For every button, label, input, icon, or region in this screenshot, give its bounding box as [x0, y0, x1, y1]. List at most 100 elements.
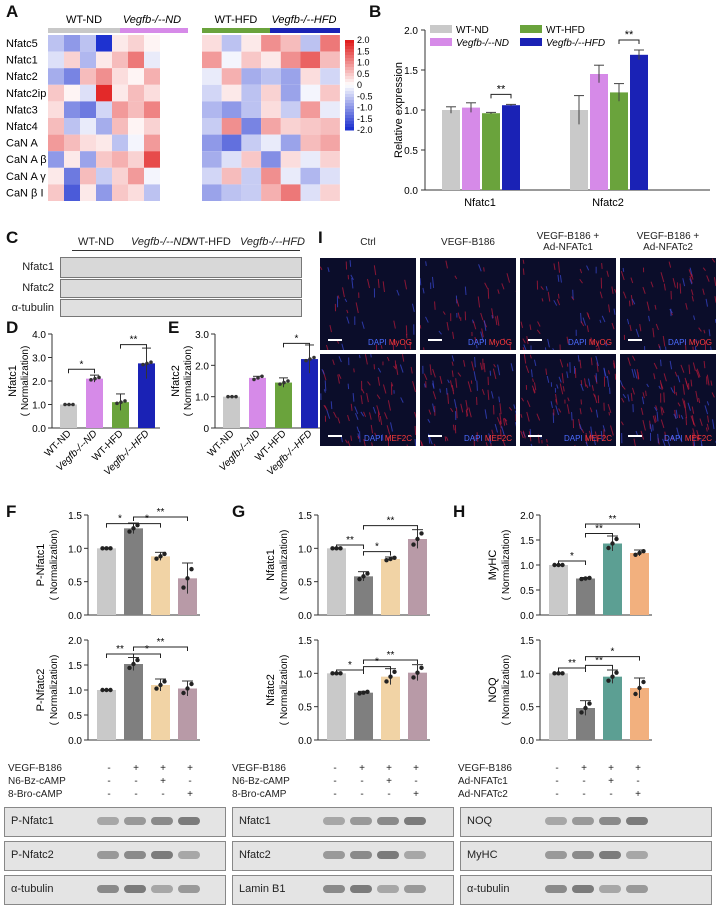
heat-cell	[300, 68, 321, 85]
data-point	[104, 687, 109, 693]
y-tick-label: 0.0	[520, 736, 534, 747]
heat-cell	[128, 118, 144, 135]
heat-cell	[202, 35, 222, 52]
heat-cell	[261, 151, 281, 168]
blot-label: α-tubulin	[11, 883, 54, 895]
treatment-f: VEGF-B186 - + + + N6-Bz-cAMP - - + - 8-Bro-cAMP - - -…	[0, 763, 230, 913]
heat-cell	[64, 51, 80, 69]
colorbar-step	[345, 103, 354, 107]
data-point	[587, 701, 592, 706]
treatment-label: 8-Bro-cAMP	[8, 789, 63, 800]
blot-lane	[124, 885, 146, 893]
sig-bracket	[558, 560, 586, 565]
y-tick-label: 1.0	[404, 106, 418, 117]
bar	[549, 565, 568, 615]
data-point	[384, 679, 389, 684]
group-bar-wt-hfd	[202, 28, 270, 33]
blot-band: MyHC	[460, 841, 712, 871]
heat-cell	[221, 118, 242, 135]
legend-label: WT-ND	[456, 25, 489, 36]
bar	[354, 692, 373, 740]
bar	[223, 396, 240, 428]
heat-cell	[48, 167, 64, 185]
y-axis-label: Relative expression	[393, 62, 405, 158]
blot-lane	[599, 851, 621, 859]
colorbar-tick: 1.5	[357, 46, 370, 56]
stain-label: DAPI MEF2C	[663, 434, 712, 443]
heatmap-left	[48, 35, 160, 201]
sig-bracket	[363, 666, 391, 671]
heat-cell	[241, 51, 262, 69]
y-tick-label: 3.0	[32, 354, 46, 365]
bar	[301, 359, 318, 428]
panel-label-e: E	[168, 318, 180, 337]
heat-cell	[280, 35, 301, 52]
treatment-mark: -	[360, 789, 364, 800]
data-point	[338, 671, 343, 676]
micro-col-label: VEGF-B186 + Ad-NFATc2	[636, 231, 700, 253]
micro-col-label: Ctrl	[360, 237, 376, 248]
colorbar-step	[345, 49, 354, 53]
blot-c-label: Nfatc1	[22, 261, 54, 273]
blot-c-group: Vegfb-/--ND	[131, 236, 190, 248]
heat-cell	[48, 35, 64, 52]
colorbar-step	[345, 100, 354, 104]
y-tick-label: 0.0	[298, 736, 312, 747]
y-axis-label: P-Nfatc1	[35, 544, 47, 587]
colorbar-step	[345, 97, 354, 101]
heat-cell	[221, 51, 242, 69]
y-tick-label: 1.0	[298, 544, 312, 555]
data-point	[579, 576, 584, 582]
heat-cell	[320, 84, 340, 102]
micrograph: DAPI MEF2C	[420, 354, 516, 446]
blot-label: NOQ	[467, 815, 493, 827]
treatment-label: N6-Bz-cAMP	[232, 776, 290, 787]
y-axis-label: ( Normalization)	[279, 655, 290, 726]
data-point	[415, 536, 420, 542]
treatment-mark: -	[134, 776, 138, 787]
data-point	[123, 399, 127, 403]
heat-row-label: CaN A γ	[6, 171, 46, 183]
heat-cell	[221, 134, 242, 152]
data-point	[583, 705, 588, 711]
data-point	[641, 549, 646, 554]
data-point	[158, 682, 163, 688]
data-point	[411, 675, 416, 680]
bar	[462, 107, 480, 190]
colorbar-tick: 0	[357, 80, 362, 90]
data-point	[560, 562, 565, 568]
treatment-mark: -	[387, 789, 391, 800]
heat-cell	[320, 51, 340, 69]
blot-c-label: α-tubulin	[11, 302, 54, 314]
legend-swatch	[430, 38, 452, 46]
heat-cell	[300, 118, 321, 135]
heat-cell	[261, 84, 281, 102]
colorbar-step	[345, 79, 354, 83]
blot-label: MyHC	[467, 849, 498, 861]
colorbar-step	[345, 94, 354, 98]
y-axis-label: ( Normalization)	[279, 530, 290, 601]
data-point	[158, 554, 163, 559]
heat-cell	[300, 51, 321, 69]
blot-band: α-tubulin	[4, 875, 226, 905]
data-point	[411, 542, 416, 547]
colorbar-step	[345, 46, 354, 50]
treatment-g: VEGF-B186 - + + + N6-Bz-cAMP - - + - 8-Bro-cAMP - - -…	[228, 763, 458, 913]
sig-bracket	[363, 525, 418, 530]
heat-cell	[300, 134, 321, 152]
treatment-mark: +	[386, 776, 392, 787]
bar	[249, 377, 266, 428]
colorbar-step	[345, 40, 354, 44]
colorbar-tick: -1.0	[357, 103, 373, 113]
data-point	[260, 374, 264, 379]
y-tick-label: 0.0	[32, 424, 46, 435]
data-point	[189, 681, 194, 687]
heat-cell	[280, 68, 301, 85]
legend-swatch	[430, 25, 452, 33]
micrograph: DAPI MyOG	[520, 258, 616, 350]
heat-cell	[80, 134, 96, 152]
data-point	[127, 529, 132, 534]
y-tick-label: 0.5	[520, 586, 534, 597]
treatment-label: VEGF-B186	[232, 763, 286, 774]
blot-lane	[178, 851, 200, 859]
